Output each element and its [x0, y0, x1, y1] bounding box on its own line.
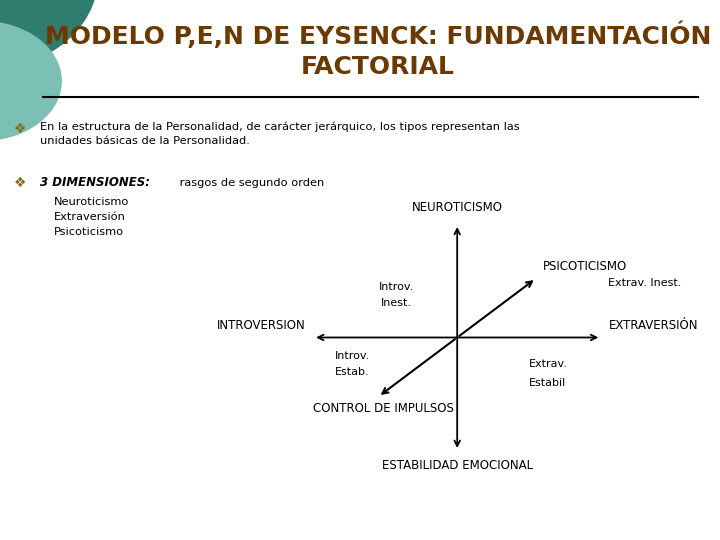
Text: Extrav. Inest.: Extrav. Inest.: [608, 279, 682, 288]
Circle shape: [0, 22, 61, 140]
Text: NEUROTICISMO: NEUROTICISMO: [412, 201, 503, 214]
Text: ESTABILIDAD EMOCIONAL: ESTABILIDAD EMOCIONAL: [382, 459, 533, 472]
Text: CONTROL DE IMPULSOS: CONTROL DE IMPULSOS: [313, 402, 454, 415]
Text: ❖: ❖: [14, 176, 27, 190]
Text: Inest.: Inest.: [380, 298, 412, 308]
Text: Extrav.: Extrav.: [529, 359, 568, 369]
Text: En la estructura de la Personalidad, de carácter jerárquico, los tipos represent: En la estructura de la Personalidad, de …: [40, 122, 519, 146]
Text: Introv.: Introv.: [379, 281, 413, 292]
Text: Estabil: Estabil: [529, 378, 567, 388]
Text: EXTRAVERSIÓN: EXTRAVERSIÓN: [608, 319, 698, 332]
Text: Neuroticismo
Extraversión
Psicoticismo: Neuroticismo Extraversión Psicoticismo: [54, 197, 130, 237]
Text: ❖: ❖: [14, 122, 27, 136]
Text: rasgos de segundo orden: rasgos de segundo orden: [176, 178, 325, 187]
Text: Estab.: Estab.: [335, 367, 369, 377]
Text: PSICOTICISMO: PSICOTICISMO: [544, 260, 628, 273]
Text: INTROVERSION: INTROVERSION: [217, 319, 306, 332]
Circle shape: [0, 0, 97, 73]
Text: Introv.: Introv.: [335, 351, 370, 361]
Text: 3 DIMENSIONES:: 3 DIMENSIONES:: [40, 176, 150, 189]
Text: FACTORIAL: FACTORIAL: [301, 56, 455, 79]
Text: MODELO P,E,N DE EYSENCK: FUNDAMENTACIÓN: MODELO P,E,N DE EYSENCK: FUNDAMENTACIÓN: [45, 22, 711, 49]
